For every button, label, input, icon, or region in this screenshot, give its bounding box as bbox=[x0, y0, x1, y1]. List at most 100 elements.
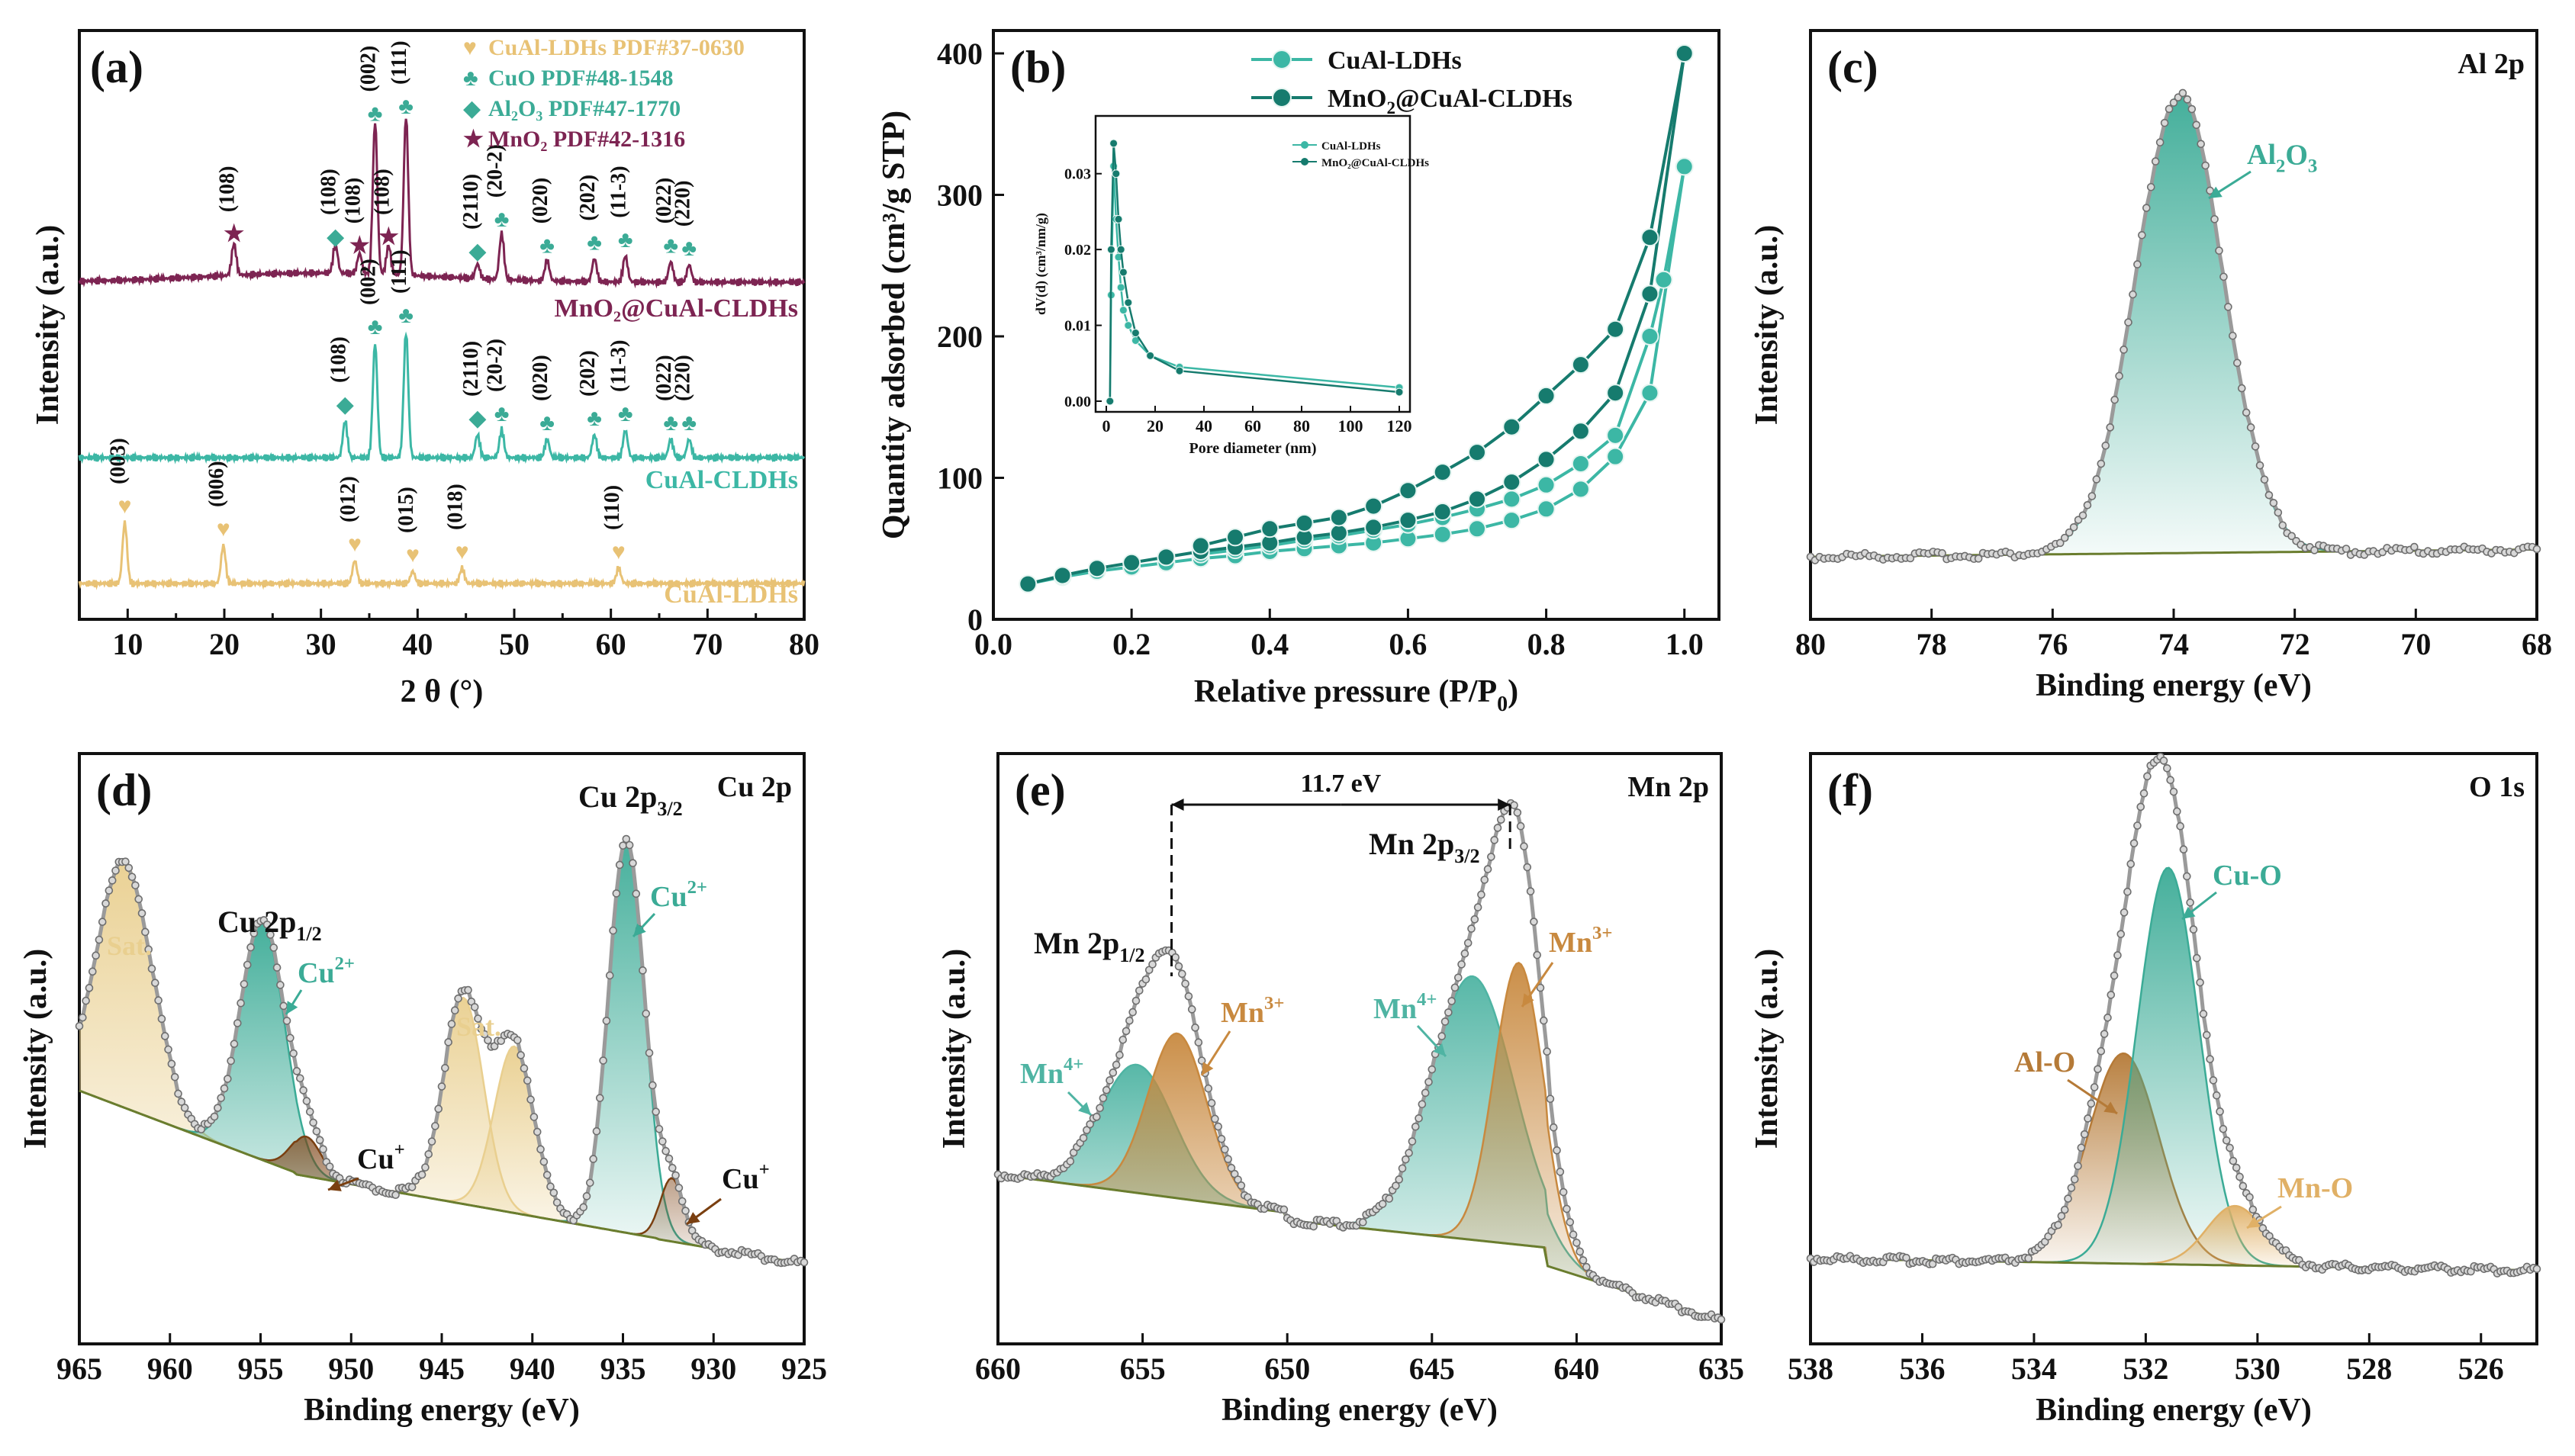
raw-data-point bbox=[1470, 915, 1479, 924]
raw-data-point bbox=[2107, 991, 2116, 999]
raw-data-point bbox=[1122, 1027, 1131, 1036]
raw-data-point bbox=[1125, 1016, 1134, 1025]
peak-index-label: (020) bbox=[529, 178, 552, 224]
raw-data-point bbox=[1092, 1113, 1101, 1121]
inset-legend-text: CuAl-LDHs bbox=[1321, 140, 1381, 153]
raw-data-point bbox=[2410, 542, 2419, 551]
panel-f: 538 536 534 532 530 528 526 Binding energy (eV)… bbox=[1749, 752, 2541, 1428]
raw-data-point bbox=[1066, 1157, 1075, 1165]
raw-data-point bbox=[2310, 546, 2319, 554]
raw-data-point bbox=[2110, 395, 2119, 404]
raw-data-point bbox=[629, 859, 637, 867]
peak-index-label: (11-3) bbox=[607, 166, 631, 217]
raw-data-point bbox=[302, 1097, 311, 1105]
raw-data-point bbox=[2101, 441, 2110, 450]
x-axis-label: Relative pressure (P/P0) bbox=[1194, 674, 1518, 716]
raw-data-point bbox=[2060, 533, 2069, 542]
annotation-mn4plus: Mn4+ bbox=[1020, 1054, 1083, 1090]
raw-data-point bbox=[546, 1182, 555, 1191]
peak-marker: ◆ bbox=[468, 406, 486, 431]
raw-data-point bbox=[1131, 996, 1141, 1005]
inset-point bbox=[1116, 283, 1125, 292]
series-label: CuAl-LDHs bbox=[664, 580, 798, 609]
annotation-mn4plus: Mn4+ bbox=[1373, 989, 1437, 1025]
peak-marker: ♣ bbox=[494, 207, 510, 232]
raw-data-point bbox=[243, 960, 252, 969]
raw-data-point bbox=[1408, 1137, 1417, 1146]
x-tick-label: 536 bbox=[1899, 1352, 1945, 1386]
raw-data-point bbox=[2133, 821, 2142, 830]
panel-label: (c) bbox=[1827, 42, 1878, 92]
raw-data-point bbox=[1418, 1100, 1427, 1109]
raw-data-point bbox=[431, 1122, 439, 1130]
raw-data-point bbox=[210, 1112, 219, 1121]
raw-data-point bbox=[180, 1104, 189, 1112]
x-tick-label: 78 bbox=[1917, 627, 1947, 661]
raw-data-point bbox=[2100, 1030, 2109, 1038]
raw-data-point bbox=[1447, 997, 1456, 1005]
raw-data-point bbox=[2229, 331, 2237, 340]
raw-data-point bbox=[2219, 1124, 2228, 1133]
raw-data-point bbox=[619, 841, 627, 850]
raw-data-point bbox=[2246, 423, 2255, 432]
raw-data-point bbox=[2146, 182, 2155, 191]
peak-index-label: (2110) bbox=[459, 341, 483, 397]
raw-data-point bbox=[88, 967, 97, 976]
raw-data-point bbox=[2278, 521, 2287, 530]
isotherm-point bbox=[1537, 475, 1556, 494]
raw-data-point bbox=[625, 840, 634, 850]
raw-data-point bbox=[1211, 1114, 1219, 1123]
annotation-arrow-head bbox=[1433, 1043, 1446, 1056]
inset-series-line bbox=[1109, 143, 1400, 402]
inset-legend-text: MnO₂@CuAl-CLDHs bbox=[1321, 157, 1429, 169]
raw-data-point bbox=[2159, 757, 2168, 765]
isotherm-point bbox=[1433, 463, 1452, 482]
raw-data-point bbox=[2087, 492, 2097, 500]
raw-data-point bbox=[1450, 983, 1460, 992]
inset-y-tick-label: 0.00 bbox=[1064, 394, 1091, 410]
raw-data-point bbox=[437, 1082, 446, 1091]
peak-marker: ♥ bbox=[455, 539, 469, 564]
peak-marker: ◆ bbox=[468, 239, 486, 264]
raw-data-point bbox=[1563, 1204, 1571, 1213]
raw-data-point bbox=[227, 1056, 235, 1065]
raw-data-point bbox=[1902, 1253, 1910, 1262]
isotherm-point bbox=[1571, 454, 1590, 473]
raw-data-point bbox=[1135, 986, 1144, 995]
isotherm-point bbox=[1640, 327, 1659, 346]
plot-frame bbox=[1809, 752, 2538, 1345]
isotherm-point bbox=[1329, 523, 1348, 542]
inset-x-axis-label: Pore diameter (nm) bbox=[1189, 440, 1317, 457]
raw-data-point bbox=[1217, 1135, 1226, 1143]
inset-point bbox=[1106, 397, 1115, 406]
inset-x-tick-label: 60 bbox=[1244, 416, 1261, 436]
raw-data-point bbox=[1411, 1122, 1420, 1131]
raw-data-point bbox=[605, 971, 614, 980]
inset-legend-marker bbox=[1301, 141, 1308, 149]
raw-data-point bbox=[144, 945, 153, 954]
panel-label: (f) bbox=[1827, 765, 1873, 815]
raw-data-point bbox=[141, 927, 150, 937]
inset-point bbox=[1116, 245, 1125, 254]
raw-data-point bbox=[1378, 1200, 1387, 1208]
raw-data-point bbox=[233, 1019, 242, 1027]
raw-data-point bbox=[305, 1107, 314, 1116]
raw-data-point bbox=[2169, 98, 2178, 107]
x-tick-label: 526 bbox=[2458, 1352, 2504, 1386]
inset-point bbox=[1106, 245, 1115, 254]
raw-data-point bbox=[174, 1089, 182, 1098]
core-level-label: O 1s bbox=[2469, 771, 2525, 803]
plot-frame bbox=[78, 752, 806, 1345]
peak-marker: ♣ bbox=[539, 233, 555, 258]
x-tick-label: 72 bbox=[2280, 627, 2310, 661]
x-tick-label: 532 bbox=[2123, 1352, 2168, 1386]
isotherm-point bbox=[1537, 500, 1556, 519]
raw-data-point bbox=[632, 889, 641, 898]
component-fill bbox=[79, 922, 804, 1264]
core-level-label: Mn 2p bbox=[1627, 771, 1709, 803]
raw-data-point bbox=[1359, 1218, 1367, 1226]
isotherm-point bbox=[1640, 228, 1659, 247]
raw-data-point bbox=[1556, 1168, 1565, 1176]
y-axis-label: Intensity (a.u.) bbox=[18, 949, 53, 1149]
x-tick-label: 530 bbox=[2235, 1352, 2280, 1386]
